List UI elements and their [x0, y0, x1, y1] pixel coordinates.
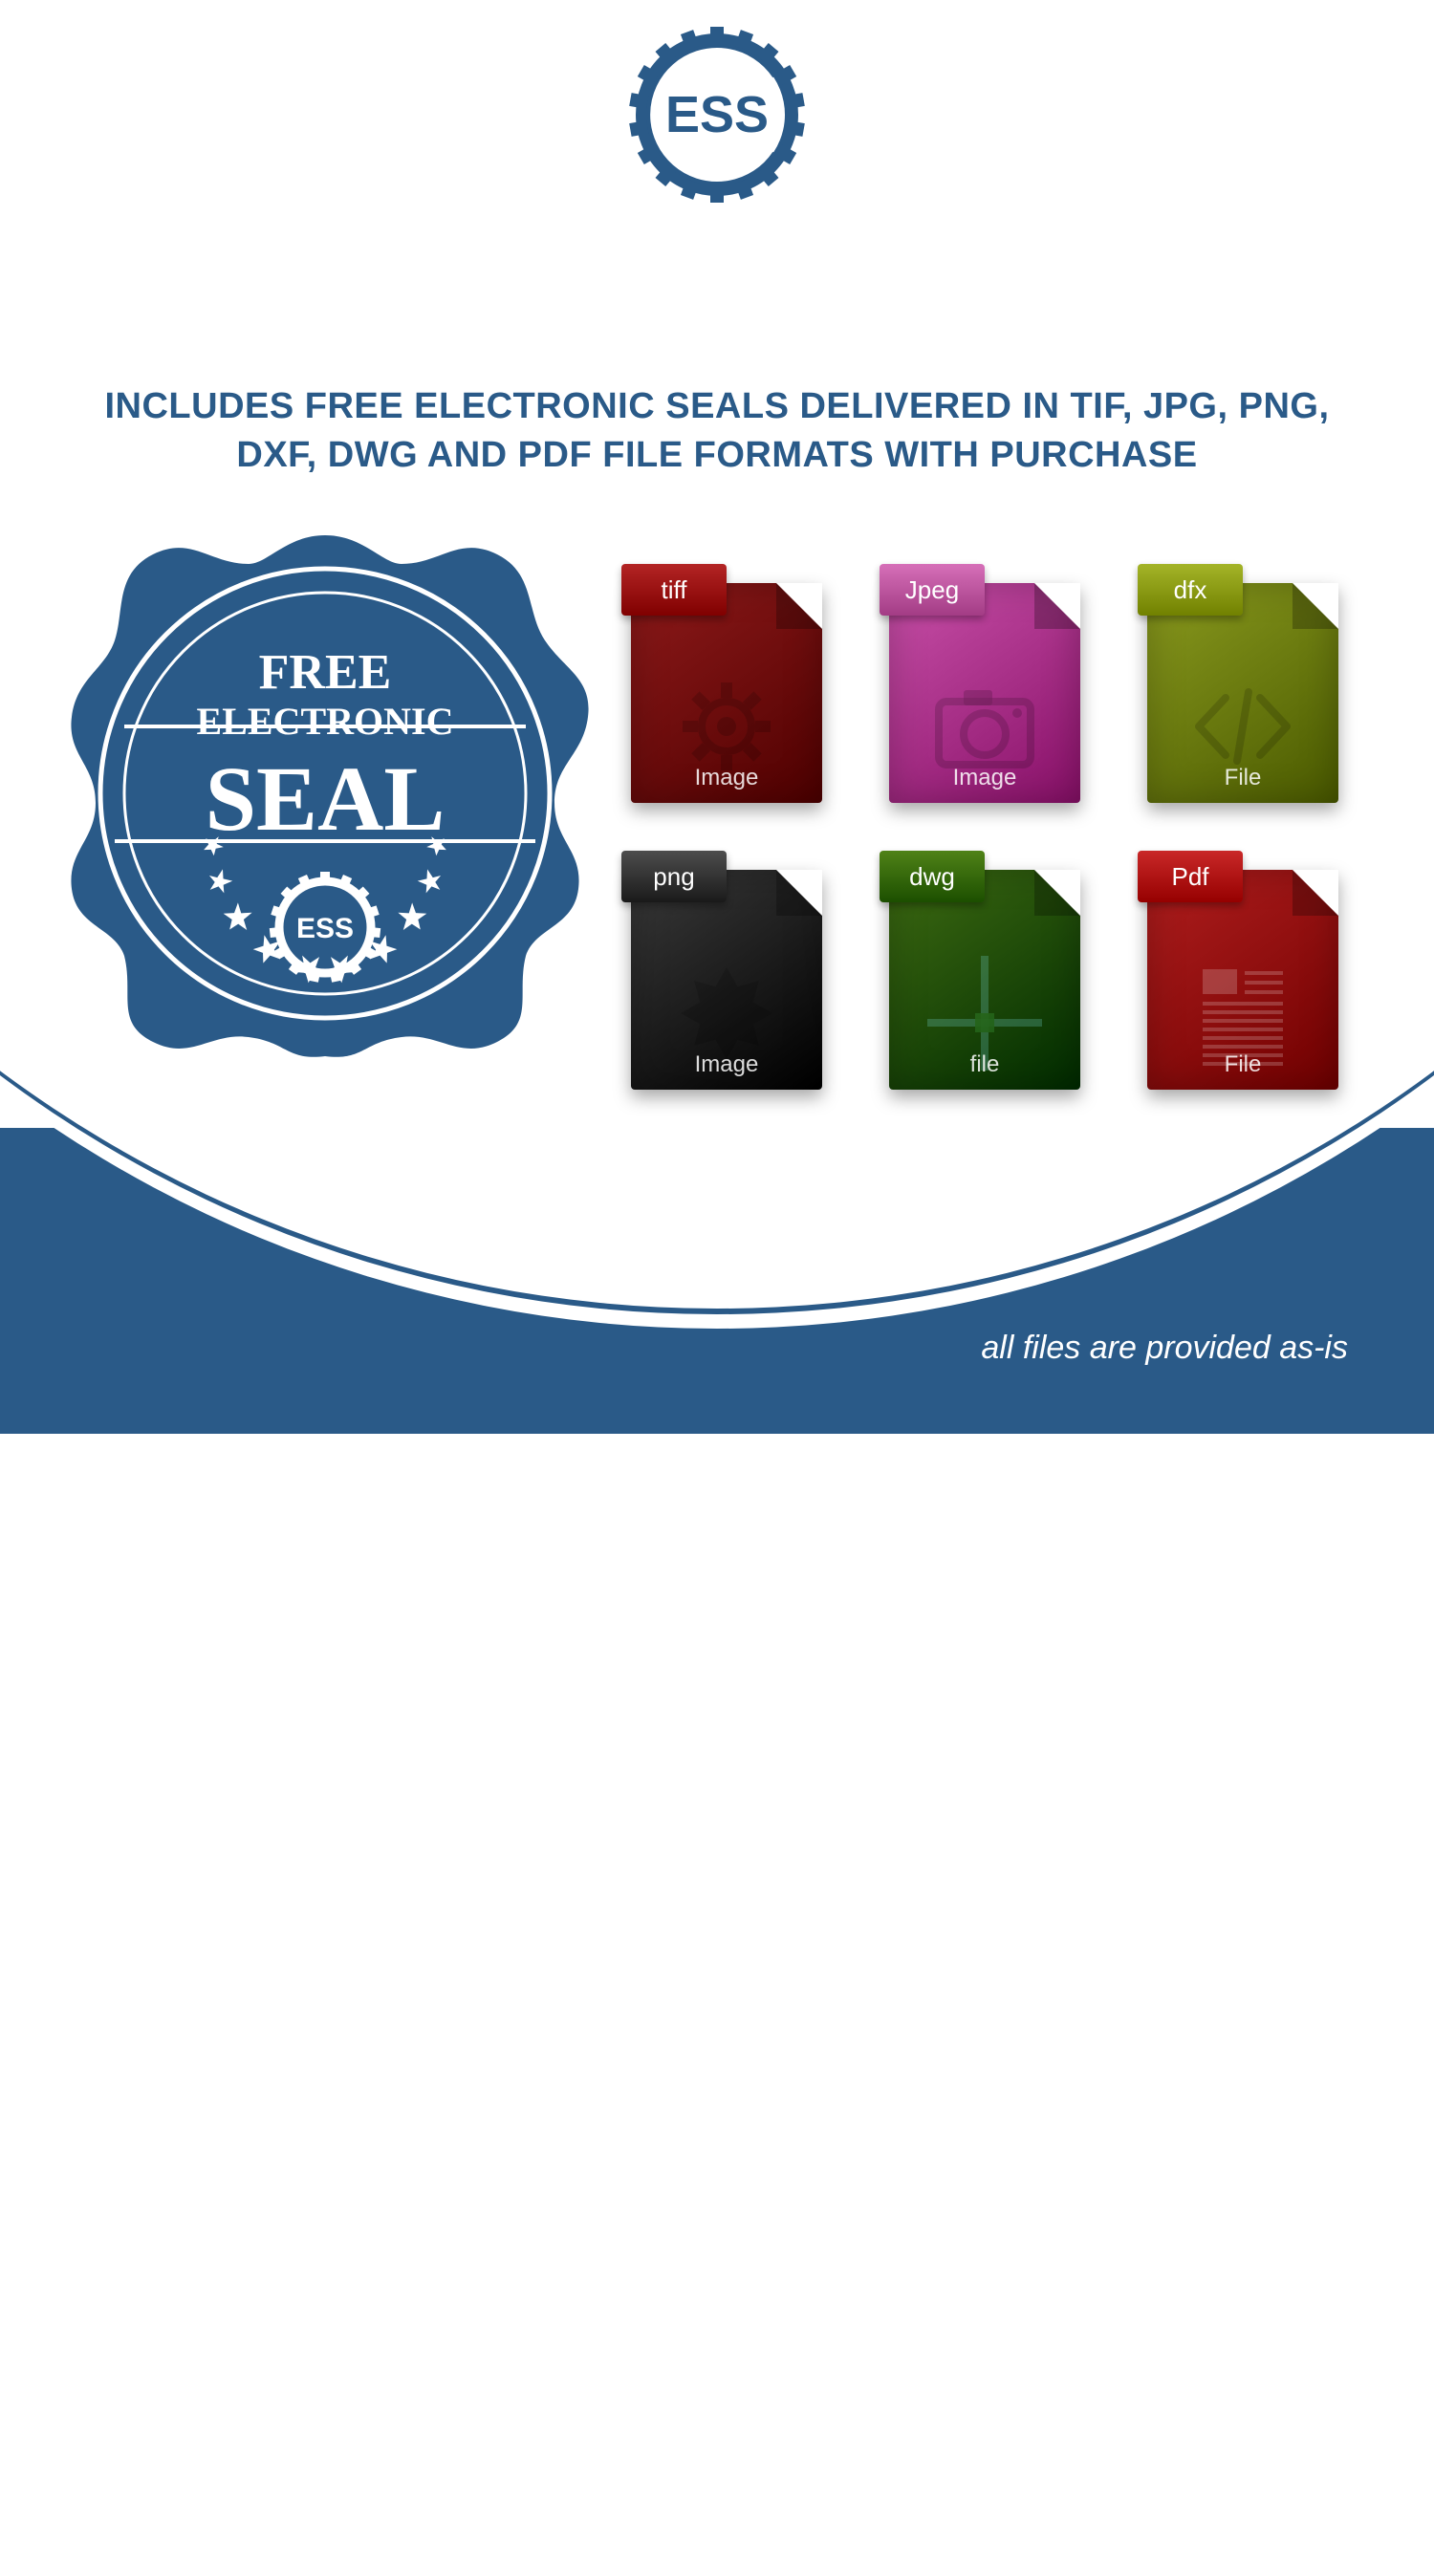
seal-line1: FREE [259, 645, 392, 700]
file-footer-label: file [889, 1051, 1080, 1078]
free-electronic-seal-badge: FREE ELECTRONIC SEAL [57, 526, 593, 1061]
file-fold-corner [1293, 583, 1338, 629]
file-footer-label: File [1147, 1051, 1338, 1078]
file-fold-corner [776, 583, 822, 629]
file-fold-corner [1034, 870, 1080, 916]
seal-line3: SEAL [206, 747, 445, 850]
file-tab-label: dfx [1138, 564, 1243, 616]
file-tab-label: tiff [621, 564, 727, 616]
file-tab-label: png [621, 851, 727, 902]
file-icon-pdf: File Pdf [1138, 841, 1348, 1090]
file-fold-corner [776, 870, 822, 916]
file-footer-label: Image [889, 765, 1080, 791]
file-icon-png: Image png [621, 841, 832, 1090]
file-icon-tiff: Image tiff [621, 554, 832, 803]
headline-text: INCLUDES FREE ELECTRONIC SEALS DELIVERED… [0, 382, 1434, 481]
file-fold-corner [1034, 583, 1080, 629]
file-tab-label: Pdf [1138, 851, 1243, 902]
seal-line2: ELECTRONIC [197, 700, 454, 743]
file-footer-label: Image [631, 765, 822, 791]
file-footer-label: File [1147, 765, 1338, 791]
seal-inner-ess-text: ESS [296, 913, 354, 944]
file-fold-corner [1293, 870, 1338, 916]
file-icons-grid: Image tiff Image Jpeg File dfx Image png fil… [621, 554, 1367, 1109]
file-tab-label: Jpeg [880, 564, 985, 616]
file-tab-label: dwg [880, 851, 985, 902]
file-footer-label: Image [631, 1051, 822, 1078]
file-icon-dfx: File dfx [1138, 554, 1348, 803]
ess-logo-text: ESS [665, 86, 769, 143]
file-icon-dwg: file dwg [880, 841, 1090, 1090]
ess-logo: ESS [593, 0, 841, 249]
disclaimer-text: all files are provided as-is [981, 1330, 1348, 1367]
file-icon-jpeg: Image Jpeg [880, 554, 1090, 803]
